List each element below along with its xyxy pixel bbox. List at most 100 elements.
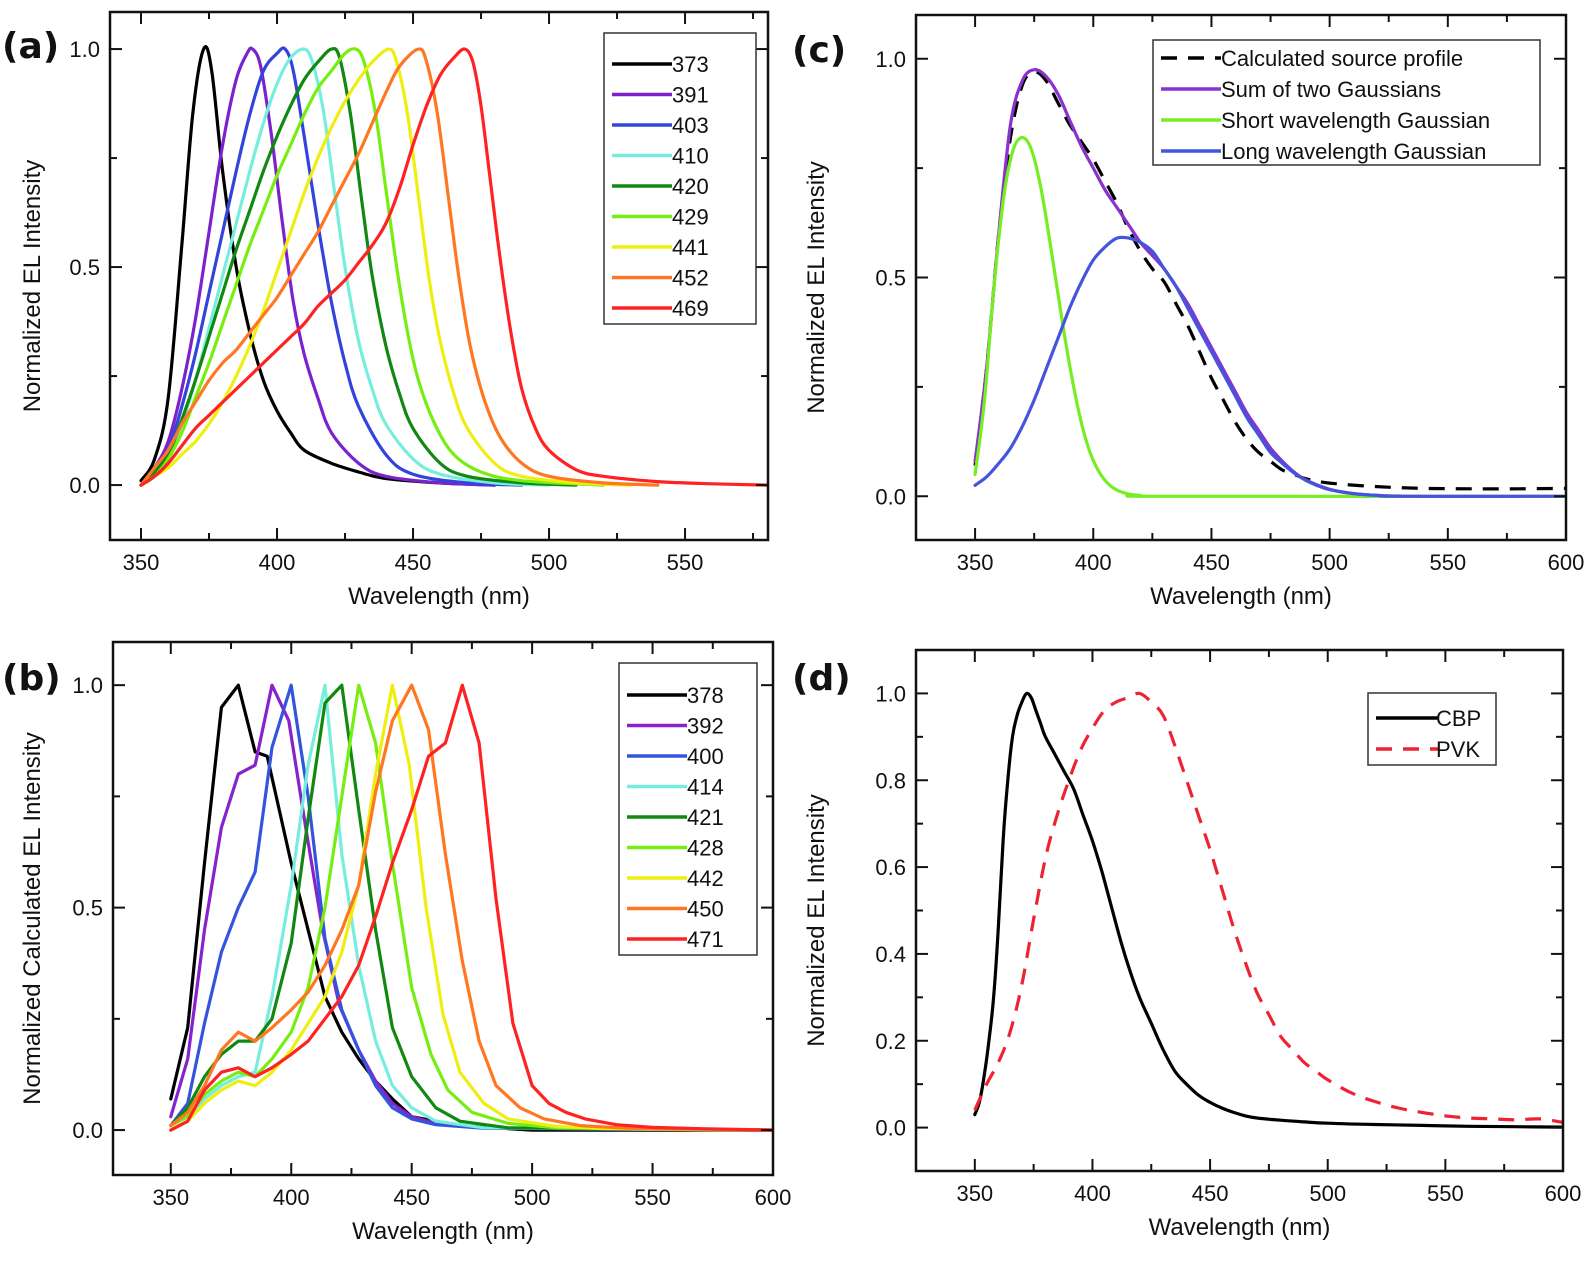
series-group: [973, 691, 1563, 1129]
legend-label: 392: [687, 714, 724, 739]
y-tick-label: 1.0: [875, 47, 906, 72]
y-axis-title: Normalized EL Intensity: [19, 160, 46, 413]
x-tick-label: 350: [956, 1181, 993, 1206]
panel-label: (c): [792, 30, 846, 71]
x-axis-title: Wavelength (nm): [1150, 583, 1332, 610]
legend: Calculated source profile Sum of two Gaus…: [1152, 39, 1541, 166]
legend-label: 471: [687, 927, 724, 952]
x-tick-label: 350: [123, 550, 160, 575]
x-tick-label: 600: [755, 1185, 792, 1210]
legend-label: 391: [672, 83, 709, 108]
x-tick-label: 500: [514, 1185, 551, 1210]
y-tick-label: 0.2: [875, 1029, 906, 1054]
panel-label: (a): [2, 26, 59, 67]
series-line-392: [169, 683, 773, 1132]
legend-label: 442: [687, 866, 724, 891]
panel-label: (d): [792, 658, 851, 699]
series-line-414: [169, 683, 773, 1132]
legend-label: 410: [672, 144, 709, 169]
series-line-471: [169, 683, 773, 1132]
legend-label: 421: [687, 805, 724, 830]
legend-box: [618, 662, 758, 956]
x-tick-label: 500: [1311, 550, 1348, 575]
series-line-469: [139, 47, 768, 487]
x-tick-label: 400: [1074, 1181, 1111, 1206]
y-tick-label: 0.0: [875, 484, 906, 509]
y-axis-title: Normalized EL Intensity: [803, 794, 830, 1047]
x-tick-label: 550: [1429, 550, 1466, 575]
y-tick-label: 0.0: [69, 473, 100, 498]
panel-b: (b) 350 400 450 500 550 600 0.0 0.5 1.0 Wavelength…: [2, 640, 792, 1245]
legend-label: 469: [672, 296, 709, 321]
legend-box: [1367, 692, 1497, 766]
legend-label: PVK: [1436, 737, 1480, 762]
legend-label: 450: [687, 897, 724, 922]
y-tick-label: 1.0: [875, 681, 906, 706]
x-tick-label: 600: [1548, 550, 1585, 575]
series-line-441: [139, 47, 633, 487]
legend-box: [1152, 39, 1541, 166]
series-line-391: [139, 46, 497, 487]
panel-a: (a) 350 400 450 500 550 0.0 0.5 1.0 Wavelength (n…: [2, 10, 770, 610]
series-group: [139, 44, 768, 487]
legend: 378 392 400 414 421 428 442 450 471: [618, 662, 758, 956]
series-line-420: [139, 46, 578, 487]
x-axis-title: Wavelength (nm): [352, 1218, 534, 1245]
series-line-pvk: [973, 691, 1563, 1124]
series-line-403: [139, 46, 524, 487]
series-line-421: [169, 683, 773, 1132]
legend-box: [603, 32, 757, 325]
legend-label: 414: [687, 775, 724, 800]
legend-label: 452: [672, 266, 709, 291]
legend-label: Sum of two Gaussians: [1221, 77, 1441, 102]
series-line-450: [169, 683, 773, 1132]
x-tick-label: 500: [1309, 1181, 1346, 1206]
legend-label: 400: [687, 744, 724, 769]
legend-label: 420: [672, 174, 709, 199]
legend-label: Short wavelength Gaussian: [1221, 108, 1490, 133]
x-tick-label: 550: [634, 1185, 671, 1210]
y-axis-title: Normalized Calculated EL Intensity: [19, 732, 46, 1105]
panel-label: (b): [2, 658, 61, 699]
y-tick-label: 1.0: [69, 37, 100, 62]
legend: 373 391 403 410 420 429 441 452 469: [603, 32, 757, 325]
series-group: [973, 68, 1566, 498]
legend-label: 429: [672, 205, 709, 230]
x-tick-label: 500: [531, 550, 568, 575]
legend-label: 373: [672, 52, 709, 77]
panel-d: (d) 350 400 450 500 550 600 0.0 0.2 0.4 0.6 0.8 1.0 W…: [792, 648, 1582, 1241]
y-tick-label: 0.5: [72, 896, 103, 921]
legend-label: 441: [672, 235, 709, 260]
panel-c: (c) 350 400 450 500 550 600 0.0 0.5 1.0 Wavelength…: [792, 13, 1585, 610]
legend-label: 403: [672, 113, 709, 138]
x-tick-label: 400: [273, 1185, 310, 1210]
plot-frame: [108, 10, 770, 542]
x-tick-label: 450: [393, 1185, 430, 1210]
y-tick-label: 0.5: [69, 255, 100, 280]
series-line-373: [139, 44, 497, 487]
series-line-400: [169, 683, 773, 1132]
legend-label: Long wavelength Gaussian: [1221, 139, 1486, 164]
series-line-429: [139, 47, 605, 487]
series-line-452: [139, 47, 660, 487]
x-axis-title: Wavelength (nm): [348, 583, 530, 610]
y-tick-label: 0.6: [875, 855, 906, 880]
legend-label: Calculated source profile: [1221, 46, 1463, 71]
y-tick-label: 0.0: [72, 1118, 103, 1143]
y-tick-label: 0.5: [875, 266, 906, 291]
x-tick-label: 450: [1192, 1181, 1229, 1206]
series-group: [169, 683, 773, 1132]
series-line-long-wavelength-gaussian: [973, 235, 1566, 498]
y-tick-label: 1.0: [72, 673, 103, 698]
y-axis-title: Normalized EL Intensity: [803, 161, 830, 414]
y-tick-label: 0.0: [875, 1116, 906, 1141]
legend-label: CBP: [1436, 706, 1481, 731]
y-tick-label: 0.4: [875, 942, 906, 967]
x-tick-label: 600: [1545, 1181, 1582, 1206]
x-tick-label: 350: [152, 1185, 189, 1210]
x-tick-label: 350: [957, 550, 994, 575]
x-tick-label: 550: [667, 550, 704, 575]
legend-label: 378: [687, 683, 724, 708]
legend-label: 428: [687, 836, 724, 861]
